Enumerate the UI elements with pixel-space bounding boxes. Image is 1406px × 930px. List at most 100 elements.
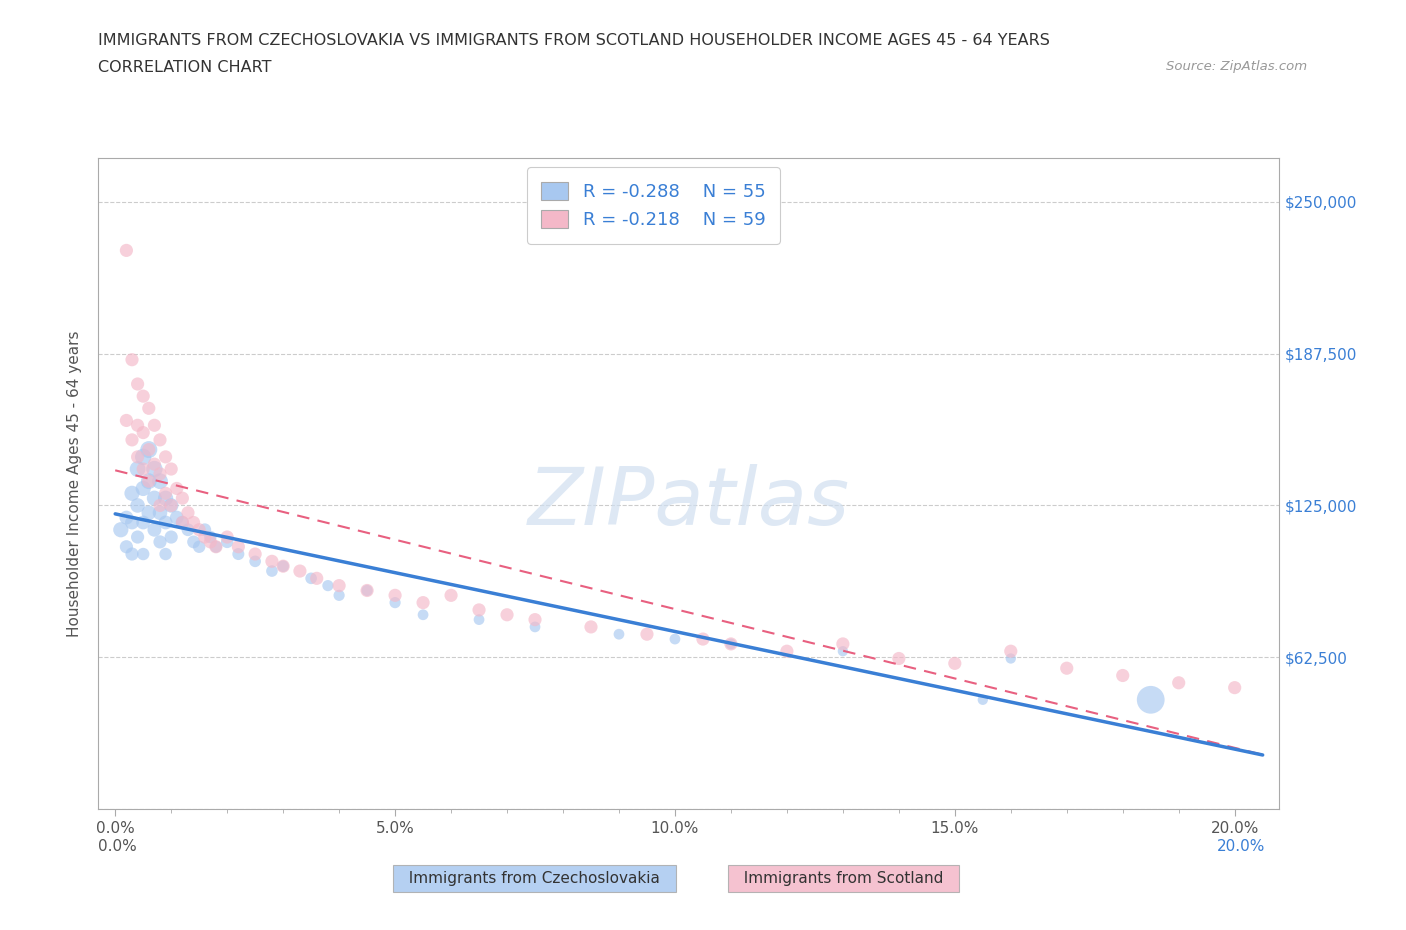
Point — [299, 571, 322, 586]
Text: Immigrants from Scotland: Immigrants from Scotland — [734, 871, 953, 886]
Point — [143, 457, 166, 472]
Point — [132, 547, 155, 562]
Point — [160, 461, 183, 476]
Point — [143, 461, 166, 476]
Point — [138, 401, 160, 416]
Point — [440, 588, 463, 603]
Point — [115, 539, 138, 554]
Point — [149, 473, 172, 488]
Point — [468, 612, 491, 627]
Point — [316, 578, 339, 593]
Point — [720, 636, 742, 651]
Point — [172, 491, 194, 506]
Point — [205, 539, 228, 554]
Point — [468, 603, 491, 618]
Point — [121, 432, 143, 447]
Point — [194, 529, 217, 544]
Point — [110, 523, 132, 538]
Point — [177, 523, 200, 538]
Point — [288, 564, 311, 578]
Point — [155, 491, 177, 506]
Text: IMMIGRANTS FROM CZECHOSLOVAKIA VS IMMIGRANTS FROM SCOTLAND HOUSEHOLDER INCOME AG: IMMIGRANTS FROM CZECHOSLOVAKIA VS IMMIGR… — [98, 33, 1050, 47]
Point — [132, 389, 155, 404]
Point — [127, 449, 149, 464]
Point — [720, 636, 742, 651]
Point — [243, 554, 266, 569]
Point — [138, 473, 160, 488]
Point — [260, 564, 283, 578]
Point — [127, 418, 149, 432]
Point — [260, 554, 283, 569]
Point — [166, 511, 188, 525]
Point — [138, 442, 160, 457]
Text: 20.0%: 20.0% — [1218, 839, 1265, 854]
Point — [1000, 651, 1022, 666]
Point — [172, 515, 194, 530]
Point — [149, 498, 172, 513]
Point — [160, 498, 183, 513]
Point — [271, 559, 294, 574]
Point — [243, 547, 266, 562]
Text: 0.0%: 0.0% — [98, 839, 138, 854]
Point — [607, 627, 630, 642]
Point — [217, 529, 239, 544]
Point — [155, 449, 177, 464]
Text: Source: ZipAtlas.com: Source: ZipAtlas.com — [1167, 60, 1308, 73]
Point — [160, 498, 183, 513]
Point — [177, 505, 200, 520]
Point — [188, 523, 211, 538]
Point — [115, 243, 138, 258]
Point — [155, 547, 177, 562]
Point — [1112, 668, 1135, 683]
Y-axis label: Householder Income Ages 45 - 64 years: Householder Income Ages 45 - 64 years — [67, 330, 83, 637]
Point — [664, 631, 686, 646]
Point — [138, 442, 160, 457]
Point — [183, 515, 205, 530]
Point — [155, 515, 177, 530]
Point — [138, 505, 160, 520]
Point — [127, 461, 149, 476]
Point — [200, 529, 222, 544]
Point — [143, 523, 166, 538]
Point — [132, 425, 155, 440]
Point — [356, 583, 378, 598]
Point — [887, 651, 910, 666]
Legend: R = -0.288    N = 55, R = -0.218    N = 59: R = -0.288 N = 55, R = -0.218 N = 59 — [527, 167, 780, 244]
Text: ZIPatlas: ZIPatlas — [527, 464, 851, 542]
Point — [412, 595, 434, 610]
Point — [160, 529, 183, 544]
Point — [149, 432, 172, 447]
Point — [1056, 661, 1078, 676]
Point — [831, 636, 853, 651]
Point — [1223, 680, 1246, 695]
Point — [166, 481, 188, 496]
Point — [115, 511, 138, 525]
Point — [579, 619, 602, 634]
Point — [692, 631, 714, 646]
Point — [384, 595, 406, 610]
Point — [127, 498, 149, 513]
Point — [121, 485, 143, 500]
Text: CORRELATION CHART: CORRELATION CHART — [98, 60, 271, 75]
Point — [132, 461, 155, 476]
Point — [127, 377, 149, 392]
Point — [328, 578, 350, 593]
Point — [132, 481, 155, 496]
Point — [143, 418, 166, 432]
Point — [1167, 675, 1189, 690]
Point — [132, 449, 155, 464]
Point — [1139, 692, 1161, 707]
Point — [205, 539, 228, 554]
Point — [228, 539, 250, 554]
Point — [524, 619, 547, 634]
Point — [305, 571, 328, 586]
Point — [127, 529, 149, 544]
Point — [172, 515, 194, 530]
Point — [356, 583, 378, 598]
Text: Immigrants from Czechoslovakia: Immigrants from Czechoslovakia — [399, 871, 669, 886]
Point — [384, 588, 406, 603]
Point — [943, 656, 966, 671]
Point — [138, 473, 160, 488]
Point — [217, 535, 239, 550]
Point — [524, 612, 547, 627]
